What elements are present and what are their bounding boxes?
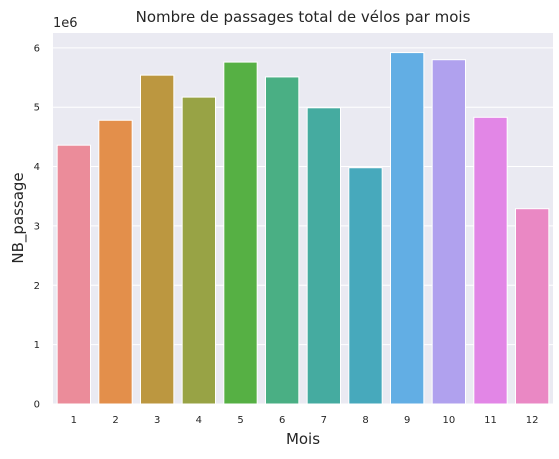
bar-11 — [473, 116, 508, 405]
y-tick-label: 0 — [34, 400, 40, 411]
bar-8 — [348, 167, 383, 405]
x-tick-label: 12 — [526, 415, 539, 426]
x-tick-label: 3 — [154, 415, 160, 426]
bar-12 — [515, 208, 550, 405]
bar-4 — [181, 96, 217, 405]
bar-1 — [56, 144, 91, 405]
x-axis-ticks: 1 2 3 4 5 6 7 8 9 10 11 12 — [71, 415, 539, 426]
bar-3 — [140, 74, 175, 405]
x-tick-label: 10 — [442, 415, 455, 426]
bar-9 — [390, 52, 425, 405]
bar-10 — [431, 59, 466, 405]
y-tick-label: 2 — [34, 281, 40, 292]
bar-2 — [98, 119, 133, 405]
x-tick-label: 6 — [279, 415, 285, 426]
x-tick-label: 1 — [71, 415, 77, 426]
y-axis-label: NB_passage — [9, 172, 28, 263]
chart-title: Nombre de passages total de vélos par mo… — [136, 8, 471, 26]
plot-area — [53, 33, 553, 404]
y-tick-label: 3 — [34, 221, 40, 232]
y-axis-ticks: 0 1 2 3 4 5 6 — [34, 43, 40, 410]
x-axis-label: Mois — [286, 430, 320, 448]
x-tick-label: 7 — [321, 415, 327, 426]
x-tick-label: 9 — [404, 415, 410, 426]
y-tick-label: 4 — [34, 162, 40, 173]
y-tick-label: 5 — [34, 103, 40, 114]
bar-5 — [223, 61, 258, 405]
bar-7 — [306, 107, 341, 405]
y-offset-label: 1e6 — [53, 16, 78, 31]
x-tick-label: 2 — [112, 415, 118, 426]
x-tick-label: 11 — [484, 415, 497, 426]
bars — [56, 52, 550, 405]
x-tick-label: 4 — [196, 415, 202, 426]
x-tick-label: 8 — [362, 415, 368, 426]
bar-6 — [265, 76, 300, 405]
y-tick-label: 6 — [34, 43, 40, 54]
y-tick-label: 1 — [34, 340, 40, 351]
x-tick-label: 5 — [237, 415, 243, 426]
gridlines — [53, 47, 553, 405]
